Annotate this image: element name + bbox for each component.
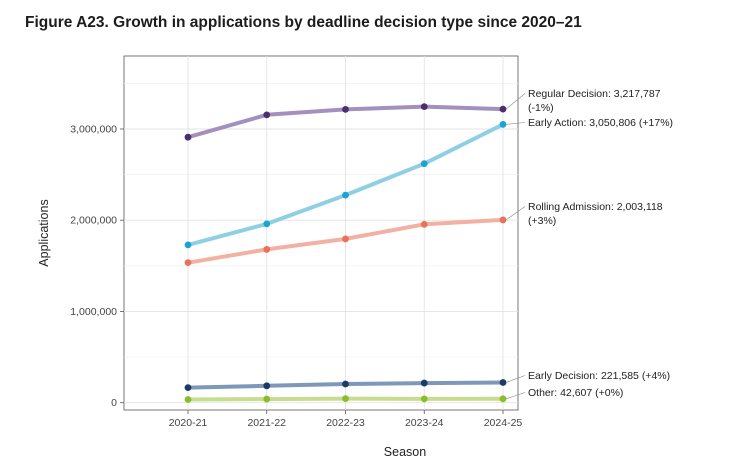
data-point-early-action — [499, 120, 507, 128]
data-point-regular-decision — [342, 105, 349, 113]
data-point-early-action — [263, 220, 271, 228]
plot-panel — [123, 55, 519, 411]
x-tick-label: 2024-25 — [484, 417, 523, 429]
series-label-regular-decision: Regular Decision: 3,217,787 — [528, 88, 661, 100]
y-tick-label: 0 — [111, 397, 117, 409]
y-axis: 0 1,000,000 2,000,000 3,000,000 — [70, 123, 124, 409]
annotation-leader-rolling-admission — [505, 206, 526, 221]
data-point-regular-decision — [499, 105, 507, 113]
data-point-other — [420, 395, 428, 403]
data-point-regular-decision — [184, 133, 192, 141]
annotation-leader-regular-decision — [505, 93, 526, 110]
x-axis: 2020-21 2021-22 2022-23 2023-24 2024-25 — [169, 410, 523, 429]
x-tick-label: 2021-22 — [247, 417, 286, 429]
data-point-rolling-admission — [184, 259, 192, 267]
data-point-early-decision — [342, 380, 349, 388]
data-point-regular-decision — [420, 103, 428, 111]
annotation-leader-early-decision — [505, 375, 526, 383]
data-point-early-action — [184, 241, 192, 249]
data-point-other — [263, 395, 271, 403]
data-point-rolling-admission — [263, 246, 271, 253]
x-axis-title: Season — [384, 445, 426, 459]
series-annotations: Regular Decision: 3,217,787 (-1%) Early Ac… — [505, 88, 673, 400]
series-label-rolling-admission: Rolling Admission: 2,003,118 — [528, 201, 663, 213]
data-point-other — [499, 395, 507, 403]
grid-lines — [124, 56, 518, 410]
y-tick-label: 1,000,000 — [70, 306, 117, 318]
annotation-leader-other — [505, 392, 526, 400]
series-label-other: Other: 42,607 (+0%) — [528, 387, 623, 399]
data-point-other — [184, 396, 192, 403]
data-point-regular-decision — [263, 111, 271, 119]
y-axis-title: Applications — [37, 199, 51, 266]
annotation-leader-early-action — [505, 122, 526, 125]
data-point-early-action — [420, 160, 428, 168]
series-label-early-action: Early Action: 3,050,806 (+17%) — [528, 117, 673, 129]
data-point-early-decision — [263, 382, 271, 390]
x-tick-label: 2022-23 — [326, 417, 365, 429]
data-point-early-action — [342, 191, 349, 199]
y-tick-label: 3,000,000 — [70, 123, 117, 135]
x-tick-label: 2020-21 — [169, 417, 208, 429]
series-label-regular-decision: (-1%) — [528, 102, 554, 114]
data-point-other — [342, 395, 349, 402]
data-point-early-decision — [184, 384, 192, 392]
data-point-early-decision — [420, 379, 428, 387]
x-tick-label: 2023-24 — [405, 417, 444, 429]
series-label-early-decision: Early Decision: 221,585 (+4%) — [528, 370, 670, 382]
series-label-rolling-admission: (+3%) — [528, 215, 556, 227]
data-point-rolling-admission — [420, 220, 428, 228]
chart-title: Figure A23. Growth in applications by de… — [25, 14, 582, 31]
y-tick-label: 2,000,000 — [70, 215, 117, 227]
data-point-rolling-admission — [499, 216, 507, 224]
series-group — [184, 103, 507, 403]
data-point-early-decision — [499, 379, 507, 386]
data-point-rolling-admission — [342, 235, 349, 243]
